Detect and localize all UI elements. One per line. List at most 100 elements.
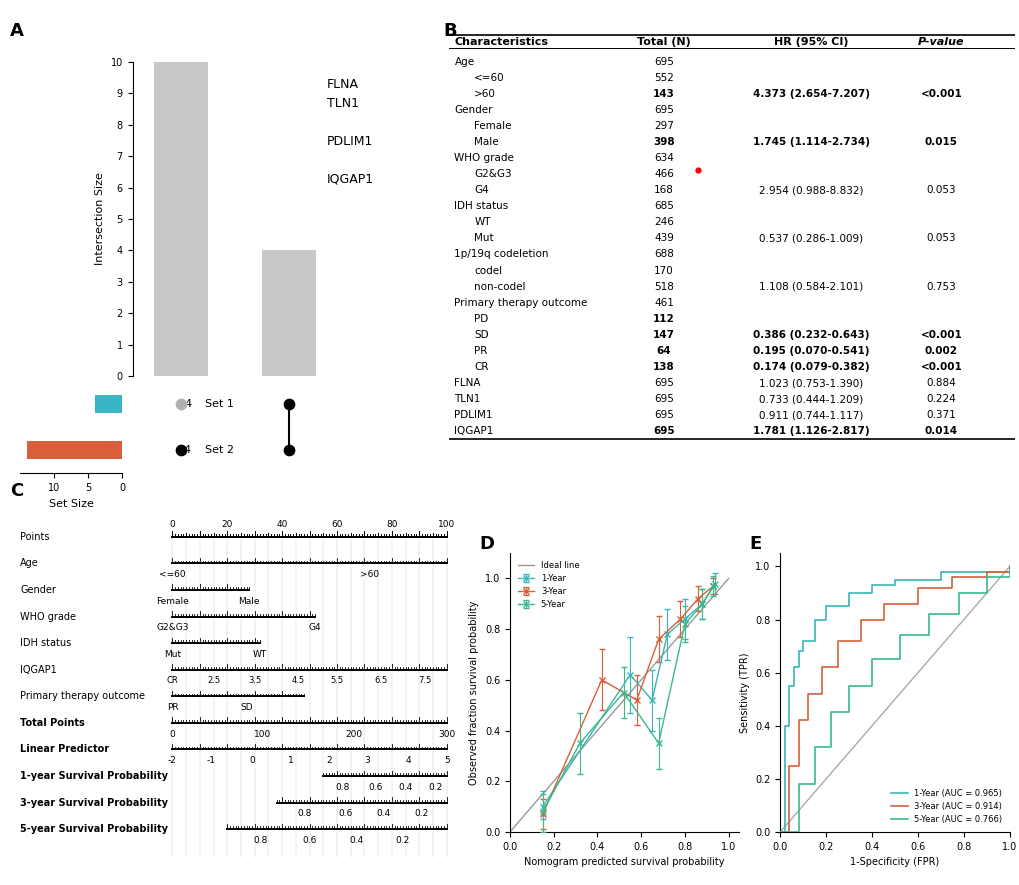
Text: 170: 170 — [653, 266, 674, 275]
Text: CR: CR — [166, 676, 178, 686]
5-Year (AUC = 0.766) — [980, 572, 993, 582]
5-Year (AUC = 0.766) — [824, 707, 837, 718]
Text: 1.781 (1.126-2.817): 1.781 (1.126-2.817) — [752, 427, 868, 436]
Text: CR: CR — [474, 362, 488, 372]
Text: 246: 246 — [653, 218, 674, 227]
Text: 695: 695 — [652, 427, 675, 436]
Text: 0.2: 0.2 — [395, 836, 410, 845]
Text: IQGAP1: IQGAP1 — [454, 427, 493, 436]
5-Year (AUC = 0.766) — [865, 654, 877, 665]
Text: 4.373 (2.654-7.207): 4.373 (2.654-7.207) — [752, 88, 869, 99]
1-Year (AUC = 0.965) — [792, 646, 804, 657]
3-Year (AUC = 0.914) — [815, 662, 827, 673]
Text: IDH status: IDH status — [20, 638, 71, 648]
5-Year (AUC = 0.766) — [842, 681, 854, 691]
Text: SD: SD — [474, 330, 488, 340]
Text: 695: 695 — [653, 378, 674, 388]
1-Year (AUC = 0.965) — [773, 827, 786, 837]
Text: 0.014: 0.014 — [924, 427, 957, 436]
Text: 398: 398 — [652, 137, 675, 147]
Text: 0.4: 0.4 — [348, 836, 363, 845]
Text: <0.001: <0.001 — [919, 88, 961, 99]
X-axis label: 1-Specificity (FPR): 1-Specificity (FPR) — [850, 858, 938, 867]
Text: SD: SD — [239, 703, 253, 712]
Text: 64: 64 — [656, 346, 671, 356]
Text: Male: Male — [238, 596, 260, 605]
Text: IQGAP1: IQGAP1 — [20, 665, 57, 674]
Text: 60: 60 — [331, 519, 342, 528]
Text: 0.537 (0.286-1.009): 0.537 (0.286-1.009) — [758, 234, 862, 243]
1-Year (AUC = 0.965) — [808, 614, 820, 625]
3-Year (AUC = 0.914) — [801, 689, 813, 699]
Line: 1-Year (AUC = 0.965): 1-Year (AUC = 0.965) — [780, 566, 1009, 832]
Text: <=60: <=60 — [474, 73, 504, 82]
Text: 0.053: 0.053 — [925, 185, 955, 196]
Text: G2&G3: G2&G3 — [474, 169, 512, 179]
Text: D: D — [479, 535, 494, 553]
Text: 0.4: 0.4 — [376, 810, 390, 819]
Text: 0.386 (0.232-0.643): 0.386 (0.232-0.643) — [752, 330, 868, 340]
Text: 20: 20 — [221, 519, 232, 528]
1-Year (AUC = 0.965) — [865, 580, 877, 590]
Text: 1.108 (0.584-2.101): 1.108 (0.584-2.101) — [758, 281, 862, 292]
Text: 5.5: 5.5 — [330, 676, 343, 686]
Text: 7.5: 7.5 — [418, 676, 431, 686]
5-Year (AUC = 0.766) — [792, 779, 804, 789]
Text: Gender: Gender — [454, 104, 492, 115]
Text: 0.224: 0.224 — [925, 394, 955, 404]
Text: 80: 80 — [386, 519, 397, 528]
3-Year (AUC = 0.914) — [830, 635, 843, 646]
Text: PR: PR — [166, 703, 178, 712]
Text: Primary therapy outcome: Primary therapy outcome — [20, 691, 146, 701]
Bar — [154, 62, 208, 376]
Text: C: C — [10, 482, 23, 500]
5-Year (AUC = 0.766) — [808, 742, 820, 752]
Text: 0.195 (0.070-0.541): 0.195 (0.070-0.541) — [752, 346, 868, 356]
Text: -2: -2 — [168, 756, 176, 766]
Text: 0.8: 0.8 — [335, 783, 350, 792]
Text: 1.745 (1.114-2.734): 1.745 (1.114-2.734) — [752, 137, 869, 147]
Text: 4: 4 — [184, 399, 192, 409]
Text: Linear Predictor: Linear Predictor — [20, 744, 109, 754]
Text: Total (N): Total (N) — [637, 37, 690, 47]
Bar — [28, 442, 122, 459]
Text: 297: 297 — [653, 121, 674, 131]
Text: Mut: Mut — [474, 234, 493, 243]
Text: 3: 3 — [364, 756, 370, 766]
Text: 685: 685 — [653, 201, 674, 212]
Text: 0.2: 0.2 — [428, 783, 442, 792]
Text: FLNA: FLNA — [454, 378, 481, 388]
Text: 518: 518 — [653, 281, 674, 292]
Text: 0.911 (0.744-1.117): 0.911 (0.744-1.117) — [758, 411, 862, 420]
Bar — [262, 250, 316, 376]
Text: 0.015: 0.015 — [924, 137, 957, 147]
Text: Age: Age — [454, 57, 474, 66]
Text: Female: Female — [474, 121, 512, 131]
Legend: Ideal line, 1-Year, 3-Year, 5-Year: Ideal line, 1-Year, 3-Year, 5-Year — [514, 558, 582, 612]
Text: 2.5: 2.5 — [207, 676, 220, 686]
Text: 147: 147 — [652, 330, 675, 340]
Text: 461: 461 — [653, 297, 674, 308]
Text: 1p/19q codeletion: 1p/19q codeletion — [454, 250, 548, 259]
Y-axis label: Observed fraction survival probability: Observed fraction survival probability — [469, 600, 479, 785]
Text: 2.954 (0.988-8.832): 2.954 (0.988-8.832) — [758, 185, 862, 196]
Text: 695: 695 — [653, 104, 674, 115]
Text: 4: 4 — [406, 756, 411, 766]
Text: 200: 200 — [344, 729, 362, 739]
Text: 0.8: 0.8 — [253, 836, 267, 845]
1-Year (AUC = 0.965) — [889, 574, 901, 585]
1-Year (AUC = 0.965) — [797, 635, 809, 646]
Text: 14: 14 — [177, 445, 192, 455]
Text: G4: G4 — [474, 185, 488, 196]
Text: >60: >60 — [360, 570, 379, 579]
Text: 168: 168 — [653, 185, 674, 196]
3-Year (AUC = 0.914) — [980, 566, 993, 577]
1-Year (AUC = 0.965) — [788, 662, 800, 673]
Y-axis label: Sensitivity (TPR): Sensitivity (TPR) — [739, 652, 749, 733]
Point — [173, 396, 190, 411]
Text: 2: 2 — [326, 756, 331, 766]
Text: 1: 1 — [287, 756, 293, 766]
3-Year (AUC = 0.914) — [854, 614, 866, 625]
Text: PR: PR — [474, 346, 487, 356]
Text: 0.6: 0.6 — [368, 783, 382, 792]
